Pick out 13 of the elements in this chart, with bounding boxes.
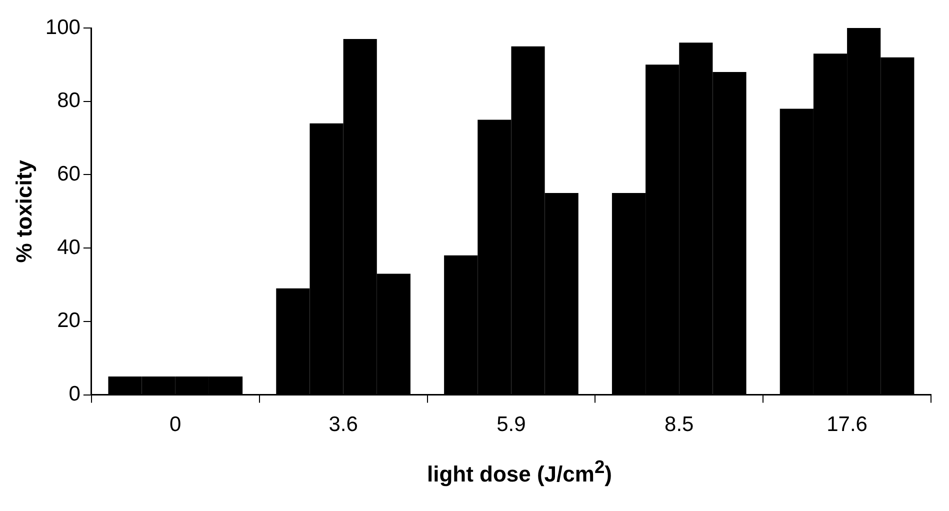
x-axis-title: light dose (J/cm$^{2}$)	[426, 456, 613, 488]
x-tick-label: 0	[170, 413, 182, 436]
y-tick-label: 20	[57, 309, 80, 332]
x-tick-label: 17.6	[826, 413, 868, 436]
y-axis-title: % toxicity	[11, 159, 36, 263]
y-tick-label: 60	[57, 162, 80, 186]
y-tick-label: 40	[57, 236, 80, 259]
y-tick-label: 100	[45, 16, 80, 39]
x-tick-label: 3.6	[328, 413, 358, 436]
x-tick-label: 8.5	[664, 413, 694, 436]
y-tick-label: 80	[57, 89, 80, 112]
x-tick-label: 5.9	[496, 413, 526, 436]
y-tick-label: 0	[68, 382, 80, 406]
